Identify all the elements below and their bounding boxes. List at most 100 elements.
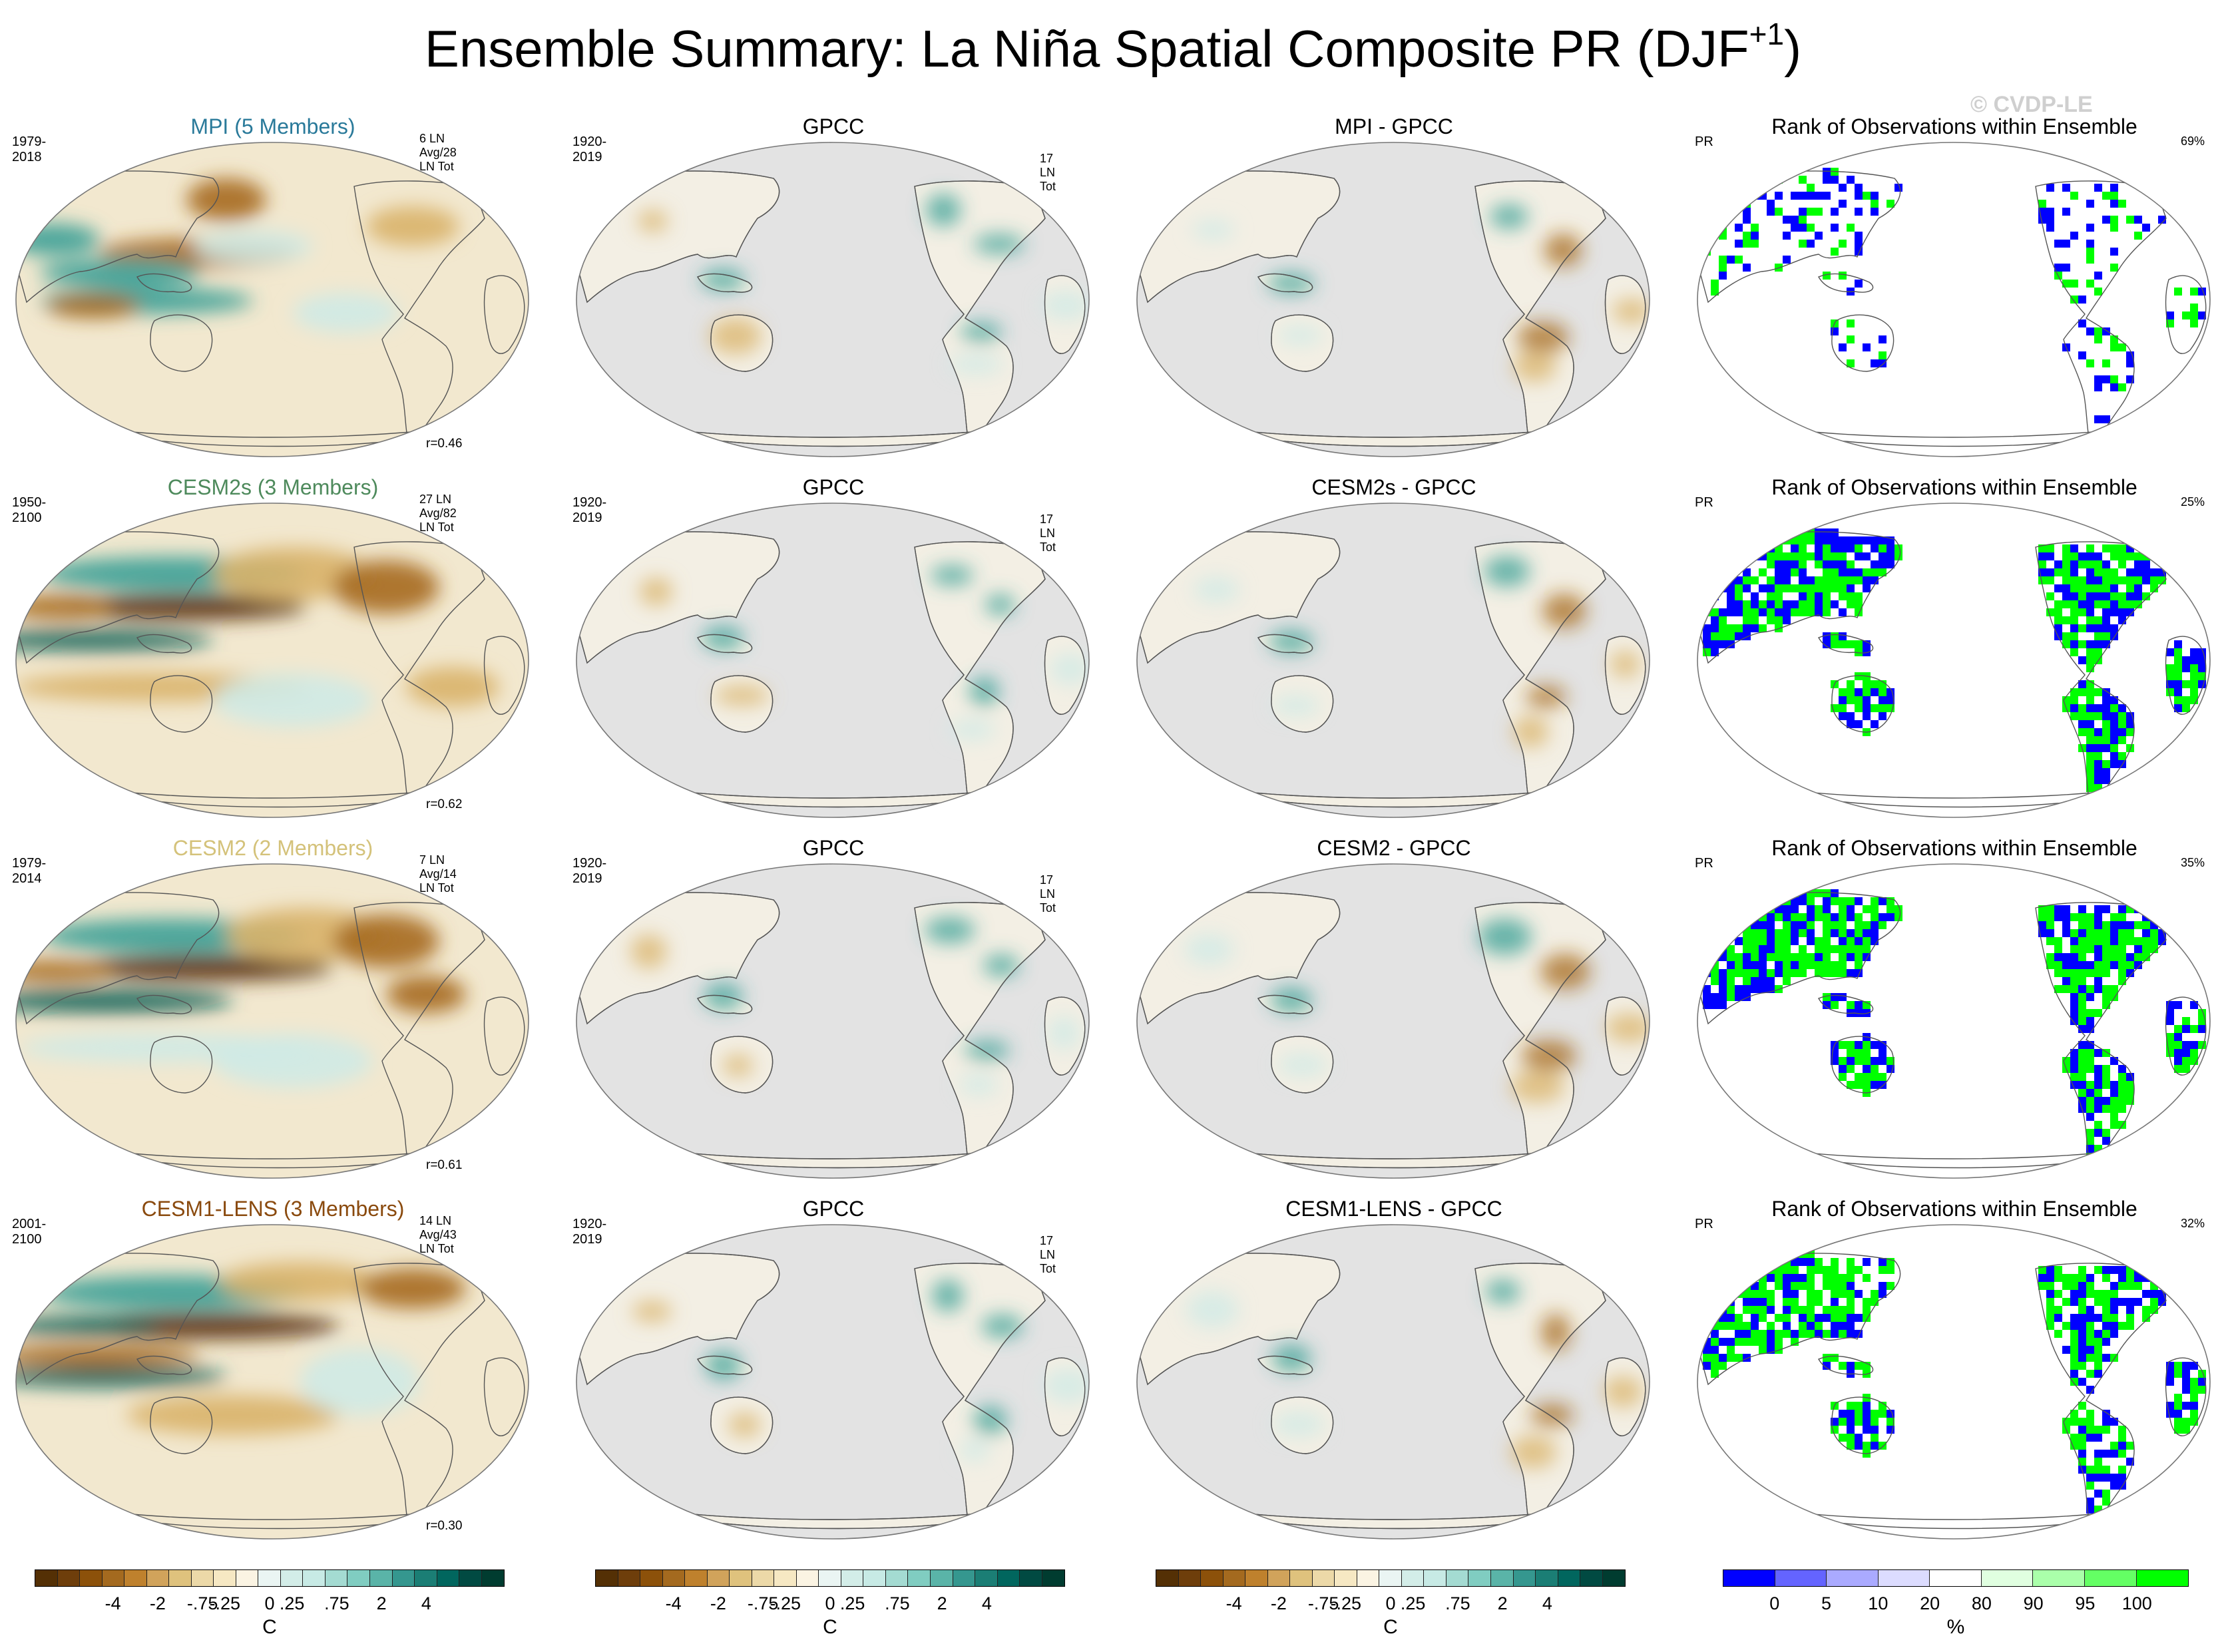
panel-title: MPI (5 Members): [190, 114, 355, 138]
panel-title: CESM2s (3 Members): [167, 475, 379, 499]
colorbar-swatch: [1424, 1570, 1447, 1586]
event-count-label: 27 LN Avg/82 LN Tot: [419, 493, 457, 534]
panel-title: CESM1-LENS - GPCC: [1285, 1197, 1502, 1221]
coastline-maritime: [1257, 994, 1313, 1014]
coastline-africa: [2165, 1357, 2207, 1436]
coastline-americas: [2035, 541, 2167, 809]
variable-label: PR: [1695, 134, 1713, 149]
panel-title: CESM1-LENS (3 Members): [141, 1197, 405, 1221]
coastline-americas: [2035, 902, 2167, 1170]
globe-outline: [1697, 1224, 2211, 1540]
colorbar-tick-label: -4: [1225, 1593, 1242, 1613]
variable-label: PR: [1695, 495, 1713, 510]
globe-outline: [576, 863, 1090, 1179]
colorbar-swatch: [953, 1570, 976, 1586]
colorbar-swatch: [392, 1570, 415, 1586]
coastline-greenland: [439, 883, 480, 907]
coastline-greenland: [2120, 162, 2161, 185]
panel-title: CESM2 (2 Members): [172, 836, 373, 860]
colorbar-swatch: [1981, 1570, 2034, 1586]
coastline-americas: [1474, 541, 1606, 809]
colorbar-tick-label: 4: [421, 1593, 431, 1613]
coastline-greenland: [999, 522, 1040, 546]
map-rank: [1697, 503, 2211, 818]
rank-percent: 25%: [2181, 495, 2205, 509]
coastline-asia: [578, 531, 780, 664]
colorbar-tick-label: -.75: [747, 1593, 779, 1613]
coastline-australia: [150, 314, 213, 372]
coastline-maritime: [697, 1355, 753, 1375]
colorbar-swatch: [169, 1570, 192, 1586]
event-count-label: 7 LN Avg/14 LN Tot: [419, 853, 457, 895]
colorbar-tick-label: .25: [1400, 1593, 1426, 1613]
coastline-australia: [1271, 675, 1334, 733]
coastline-australia: [1271, 314, 1334, 372]
coastline-greenland: [999, 1244, 1040, 1267]
map-rank: [1697, 142, 2211, 457]
coastline-americas: [353, 902, 485, 1170]
colorbar-swatch: [1468, 1570, 1491, 1586]
map-diff: [1136, 863, 1650, 1179]
coastline-americas: [1474, 1263, 1606, 1531]
globe-outline: [15, 142, 529, 457]
panel-title: GPCC: [802, 114, 865, 138]
colorbar-swatch: [347, 1570, 370, 1586]
coastline-australia: [710, 1036, 774, 1094]
coastline-asia: [578, 1253, 780, 1386]
coastline-africa: [2165, 636, 2207, 715]
colorbar-swatch: [1723, 1570, 1775, 1586]
coastline-greenland: [999, 162, 1040, 185]
colorbar-swatch: [236, 1570, 259, 1586]
coastline-australia: [710, 314, 774, 372]
colorbar-tick-label: .25: [839, 1593, 865, 1613]
colorbar-swatch: [1020, 1570, 1042, 1586]
map-obs: [576, 503, 1090, 818]
colorbar-swatch: [997, 1570, 1020, 1586]
colorbar-tick-label: -4: [105, 1593, 121, 1613]
colorbar-tick-label: .25: [279, 1593, 305, 1613]
coastline-maritime: [136, 994, 192, 1014]
coastline-greenland: [439, 522, 480, 546]
coastline-australia: [150, 1036, 213, 1094]
colorbar-tick-label: 2: [376, 1593, 387, 1613]
colorbar-swatch: [596, 1570, 618, 1586]
panel-title: Rank of Observations within Ensemble: [1771, 114, 2137, 138]
coastline-africa: [483, 996, 525, 1076]
coastline-americas: [914, 1263, 1046, 1531]
coastline-greenland: [1560, 1244, 1601, 1267]
coastline-greenland: [999, 883, 1040, 907]
coastline-asia: [1699, 892, 1901, 1025]
colorbar-tick-label: 100: [2121, 1593, 2152, 1613]
colorbar-swatch: [662, 1570, 686, 1586]
colorbar-swatch: [1335, 1570, 1357, 1586]
colorbar-swatch: [1312, 1570, 1335, 1586]
colorbar-unit: C: [262, 1616, 277, 1638]
colorbar-tick-label: -.25: [209, 1593, 241, 1613]
coastline-americas: [914, 541, 1046, 809]
years-label: 1920-2019: [572, 495, 607, 525]
colorbar-tick-label: 0: [1385, 1593, 1396, 1613]
colorbar-swatch: [1580, 1570, 1603, 1586]
coastline-maritime: [1818, 273, 1874, 293]
panel-title: MPI - GPCC: [1335, 114, 1453, 138]
land-greenland: [1560, 1244, 1601, 1267]
colorbar-tick-label: -4: [665, 1593, 682, 1613]
colorbar-tick-label: .75: [324, 1593, 349, 1613]
coastline-greenland: [1560, 162, 1601, 185]
colorbar-swatch: [618, 1570, 641, 1586]
colorbar-swatch: [841, 1570, 864, 1586]
colorbar-tick-label: 0: [825, 1593, 835, 1613]
coastline-africa: [483, 275, 525, 354]
colorbar-swatch: [1178, 1570, 1202, 1586]
coastline-asia: [18, 531, 220, 664]
colorbar-tick-label: 95: [2075, 1593, 2096, 1613]
title-superscript: +1: [1749, 17, 1785, 51]
rank-percent: 35%: [2181, 856, 2205, 869]
years-label: 1920-2019: [572, 1217, 607, 1247]
globe-outline: [1136, 1224, 1650, 1540]
colorbar-swatch: [280, 1570, 304, 1586]
panel-title: GPCC: [802, 1197, 865, 1221]
colorbar-unit: C: [823, 1616, 837, 1638]
land-greenland: [1560, 883, 1601, 907]
coastline-greenland: [2120, 1244, 2161, 1267]
